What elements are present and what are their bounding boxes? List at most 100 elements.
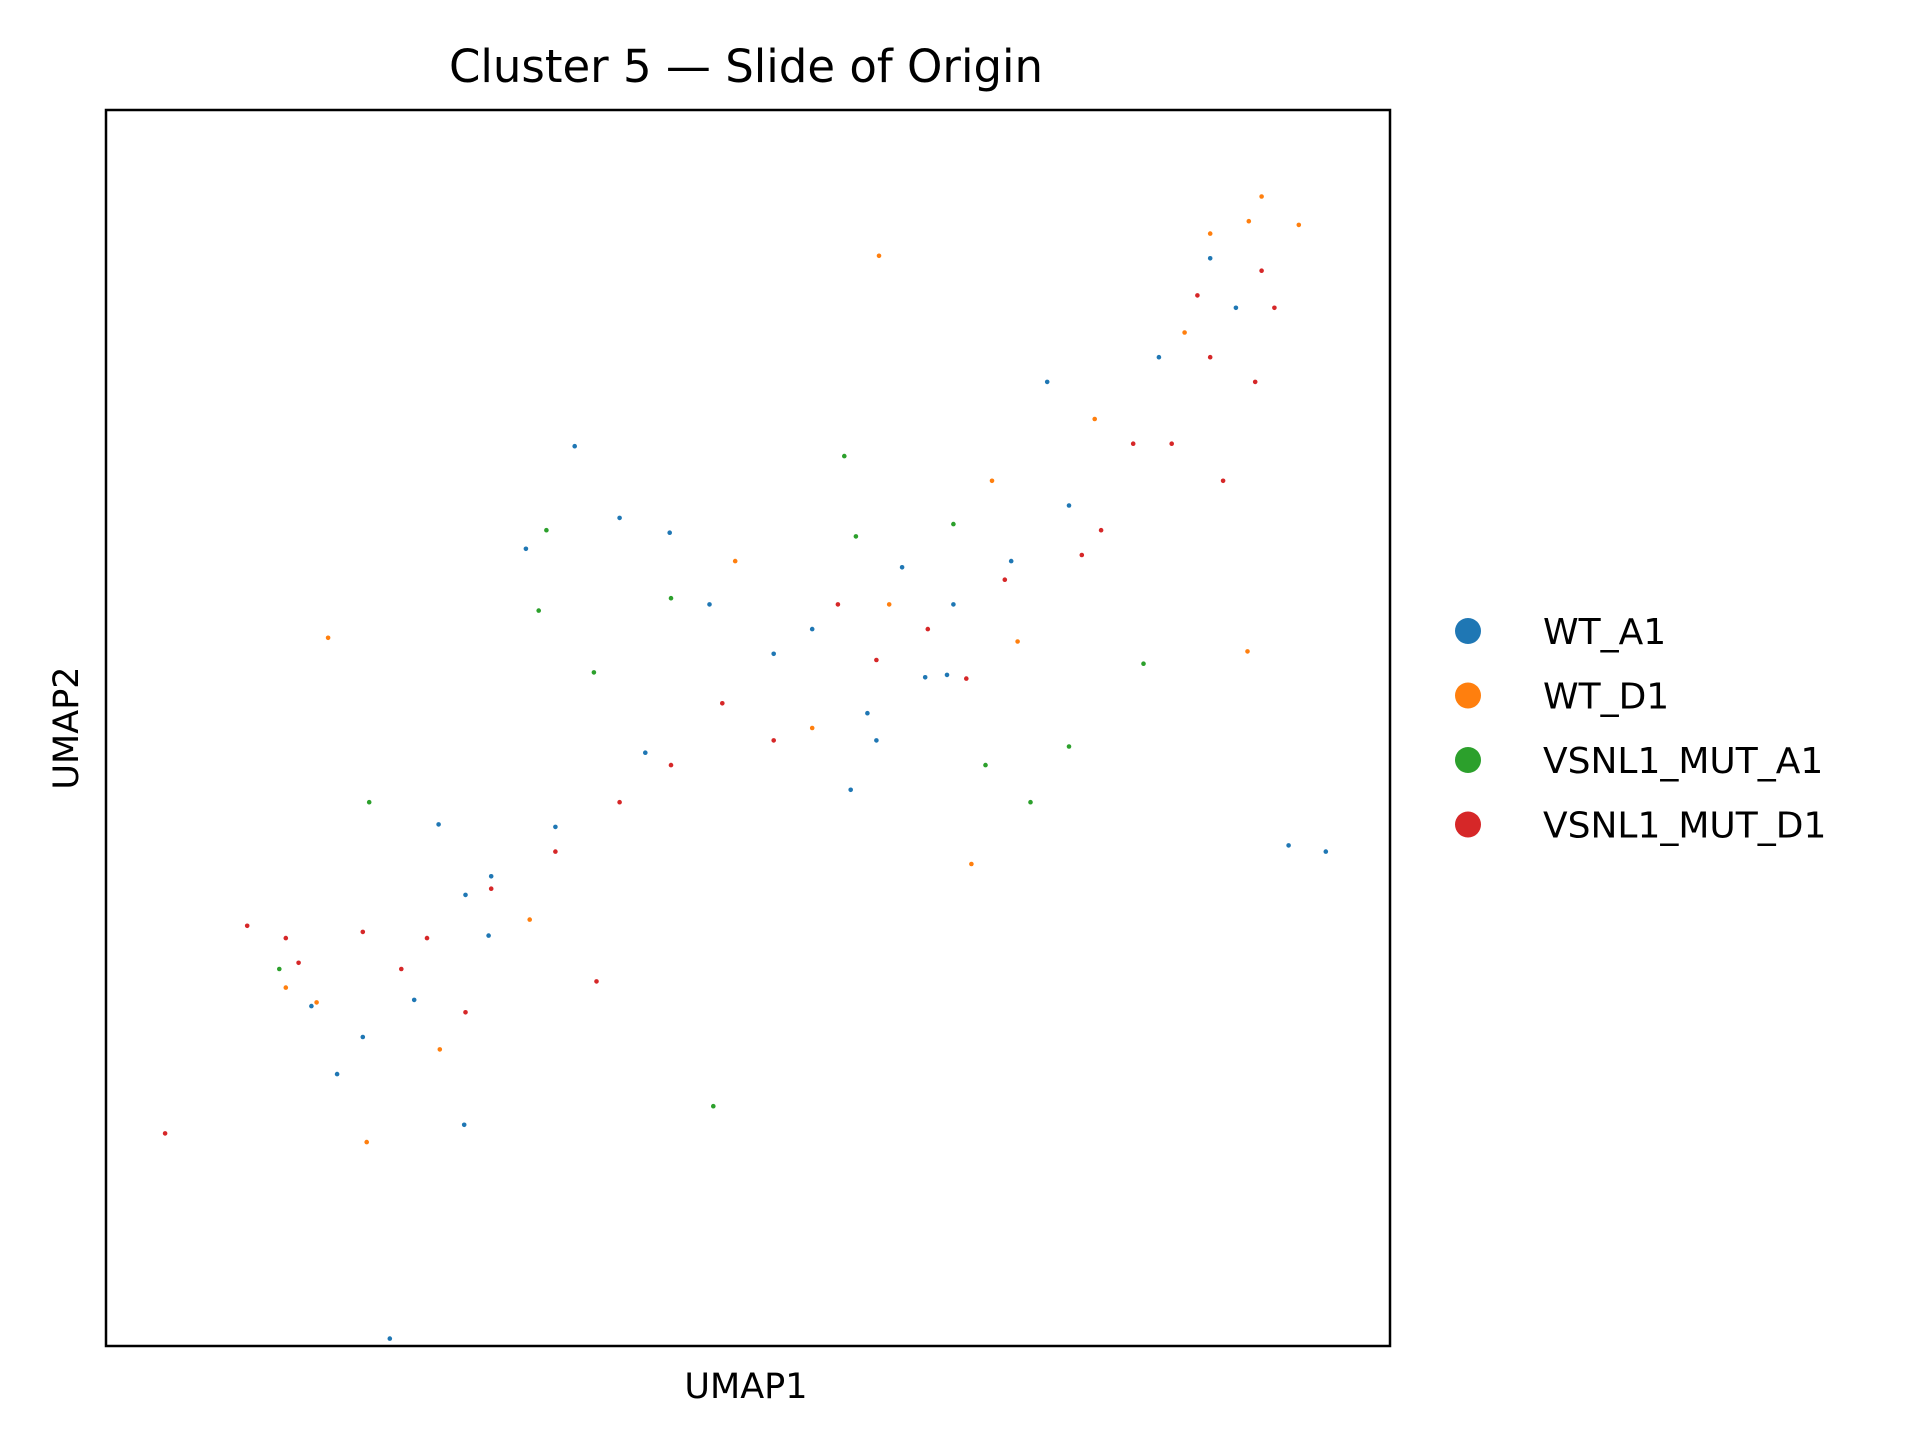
point-VSNL1_MUT_D1-24 bbox=[1207, 354, 1213, 360]
point-WT_A1-23 bbox=[309, 1003, 314, 1009]
point-WT_D1-2 bbox=[1296, 222, 1302, 228]
point-WT_D1-0 bbox=[325, 635, 331, 641]
point-VSNL1_MUT_D1-11 bbox=[617, 799, 622, 805]
point-WT_D1-19 bbox=[1182, 330, 1187, 335]
point-VSNL1_MUT_A1-9 bbox=[668, 595, 674, 601]
legend-label-VSNL1_MUT_D1: VSNL1_MUT_D1 bbox=[1543, 806, 1826, 847]
series-WT_A1 bbox=[309, 255, 1329, 1341]
point-VSNL1_MUT_A1-8 bbox=[842, 453, 847, 459]
point-VSNL1_MUT_D1-26 bbox=[1195, 293, 1200, 298]
legend-marker-VSNL1_MUT_A1 bbox=[1455, 747, 1481, 773]
point-VSNL1_MUT_D1-13 bbox=[488, 886, 494, 891]
point-WT_A1-30 bbox=[951, 602, 956, 607]
point-VSNL1_MUT_A1-7 bbox=[1141, 661, 1146, 666]
legend-label-VSNL1_MUT_A1: VSNL1_MUT_A1 bbox=[1543, 741, 1823, 782]
point-WT_A1-6 bbox=[667, 530, 672, 535]
point-VSNL1_MUT_D1-18 bbox=[244, 923, 250, 929]
point-WT_D1-12 bbox=[283, 985, 289, 990]
point-VSNL1_MUT_D1-15 bbox=[360, 929, 366, 935]
point-VSNL1_MUT_A1-13 bbox=[1028, 799, 1033, 805]
point-WT_A1-10 bbox=[865, 710, 870, 716]
point-VSNL1_MUT_D1-23 bbox=[1169, 441, 1174, 447]
point-WT_A1-24 bbox=[488, 874, 494, 879]
point-VSNL1_MUT_D1-27 bbox=[1079, 552, 1085, 558]
point-VSNL1_MUT_D1-20 bbox=[399, 966, 404, 972]
point-WT_A1-5 bbox=[436, 822, 441, 827]
point-WT_A1-17 bbox=[874, 738, 879, 743]
point-WT_D1-14 bbox=[527, 917, 532, 922]
point-VSNL1_MUT_D1-29 bbox=[964, 676, 969, 681]
point-WT_A1-29 bbox=[899, 565, 905, 570]
point-WT_A1-2 bbox=[387, 1336, 393, 1341]
series-WT_D1 bbox=[283, 194, 1302, 1145]
point-WT_A1-27 bbox=[643, 750, 648, 755]
point-VSNL1_MUT_D1-28 bbox=[835, 602, 841, 607]
point-VSNL1_MUT_A1-4 bbox=[544, 527, 549, 533]
point-VSNL1_MUT_A1-12 bbox=[277, 966, 282, 972]
point-VSNL1_MUT_D1-8 bbox=[771, 738, 776, 743]
legend: WT_A1 WT_D1 VSNL1_MUT_A1 VSNL1_MUT_D1 bbox=[1455, 612, 1826, 847]
legend-marker-WT_A1 bbox=[1455, 618, 1481, 644]
point-WT_D1-10 bbox=[1246, 218, 1252, 224]
legend-item-WT_D1: WT_D1 bbox=[1455, 677, 1669, 718]
point-WT_A1-21 bbox=[360, 1034, 366, 1040]
point-WT_A1-25 bbox=[463, 892, 468, 898]
point-VSNL1_MUT_A1-11 bbox=[951, 521, 956, 527]
point-WT_A1-13 bbox=[617, 515, 622, 521]
point-WT_D1-15 bbox=[886, 602, 892, 607]
point-WT_A1-14 bbox=[1008, 558, 1014, 564]
point-WT_A1-15 bbox=[771, 651, 776, 657]
legend-item-VSNL1_MUT_D1: VSNL1_MUT_D1 bbox=[1455, 806, 1826, 847]
point-VSNL1_MUT_A1-5 bbox=[366, 799, 372, 805]
point-WT_D1-4 bbox=[364, 1139, 370, 1145]
point-WT_A1-8 bbox=[1323, 849, 1329, 854]
point-WT_A1-9 bbox=[944, 672, 950, 678]
point-VSNL1_MUT_D1-0 bbox=[162, 1131, 168, 1136]
point-WT_D1-17 bbox=[1092, 416, 1097, 422]
points-layer bbox=[162, 194, 1329, 1341]
point-WT_D1-16 bbox=[1015, 639, 1020, 644]
point-VSNL1_MUT_A1-1 bbox=[536, 608, 541, 613]
point-VSNL1_MUT_D1-9 bbox=[720, 701, 725, 706]
point-WT_A1-16 bbox=[848, 787, 853, 793]
point-WT_A1-1 bbox=[461, 1122, 467, 1128]
point-VSNL1_MUT_D1-3 bbox=[1252, 379, 1258, 385]
point-WT_A1-4 bbox=[523, 546, 529, 552]
x-axis-label: UMAP1 bbox=[684, 1367, 807, 1407]
point-VSNL1_MUT_D1-7 bbox=[925, 626, 931, 632]
point-WT_A1-32 bbox=[1207, 255, 1213, 261]
point-WT_A1-33 bbox=[1233, 305, 1239, 311]
point-WT_D1-7 bbox=[809, 725, 815, 731]
point-WT_A1-19 bbox=[707, 602, 712, 607]
point-WT_D1-11 bbox=[1207, 231, 1213, 236]
point-WT_A1-11 bbox=[572, 443, 577, 449]
point-VSNL1_MUT_A1-2 bbox=[853, 534, 859, 539]
legend-label-WT_A1: WT_A1 bbox=[1543, 612, 1666, 653]
point-WT_A1-28 bbox=[809, 626, 815, 632]
legend-marker-WT_D1 bbox=[1455, 682, 1481, 709]
point-WT_A1-18 bbox=[1156, 354, 1162, 360]
point-WT_D1-5 bbox=[969, 861, 974, 867]
point-WT_A1-0 bbox=[486, 933, 491, 938]
point-VSNL1_MUT_A1-3 bbox=[983, 762, 988, 768]
point-VSNL1_MUT_D1-22 bbox=[1002, 577, 1008, 582]
point-VSNL1_MUT_D1-12 bbox=[553, 849, 558, 854]
point-VSNL1_MUT_D1-17 bbox=[283, 935, 289, 941]
point-WT_D1-13 bbox=[437, 1047, 443, 1052]
point-WT_D1-6 bbox=[314, 1000, 319, 1005]
point-WT_D1-3 bbox=[1245, 649, 1250, 654]
legend-label-WT_D1: WT_D1 bbox=[1543, 677, 1669, 718]
point-WT_D1-8 bbox=[989, 478, 995, 484]
point-VSNL1_MUT_D1-21 bbox=[874, 657, 879, 663]
series-VSNL1_MUT_A1 bbox=[277, 453, 1146, 1109]
point-VSNL1_MUT_A1-6 bbox=[1066, 744, 1072, 749]
plot-frame bbox=[104, 108, 1392, 1348]
point-VSNL1_MUT_D1-4 bbox=[1220, 478, 1226, 484]
point-WT_A1-12 bbox=[922, 675, 928, 680]
legend-item-VSNL1_MUT_A1: VSNL1_MUT_A1 bbox=[1455, 741, 1823, 782]
point-VSNL1_MUT_D1-2 bbox=[1272, 305, 1277, 311]
point-WT_A1-3 bbox=[1044, 379, 1050, 385]
series-VSNL1_MUT_D1 bbox=[162, 268, 1277, 1136]
